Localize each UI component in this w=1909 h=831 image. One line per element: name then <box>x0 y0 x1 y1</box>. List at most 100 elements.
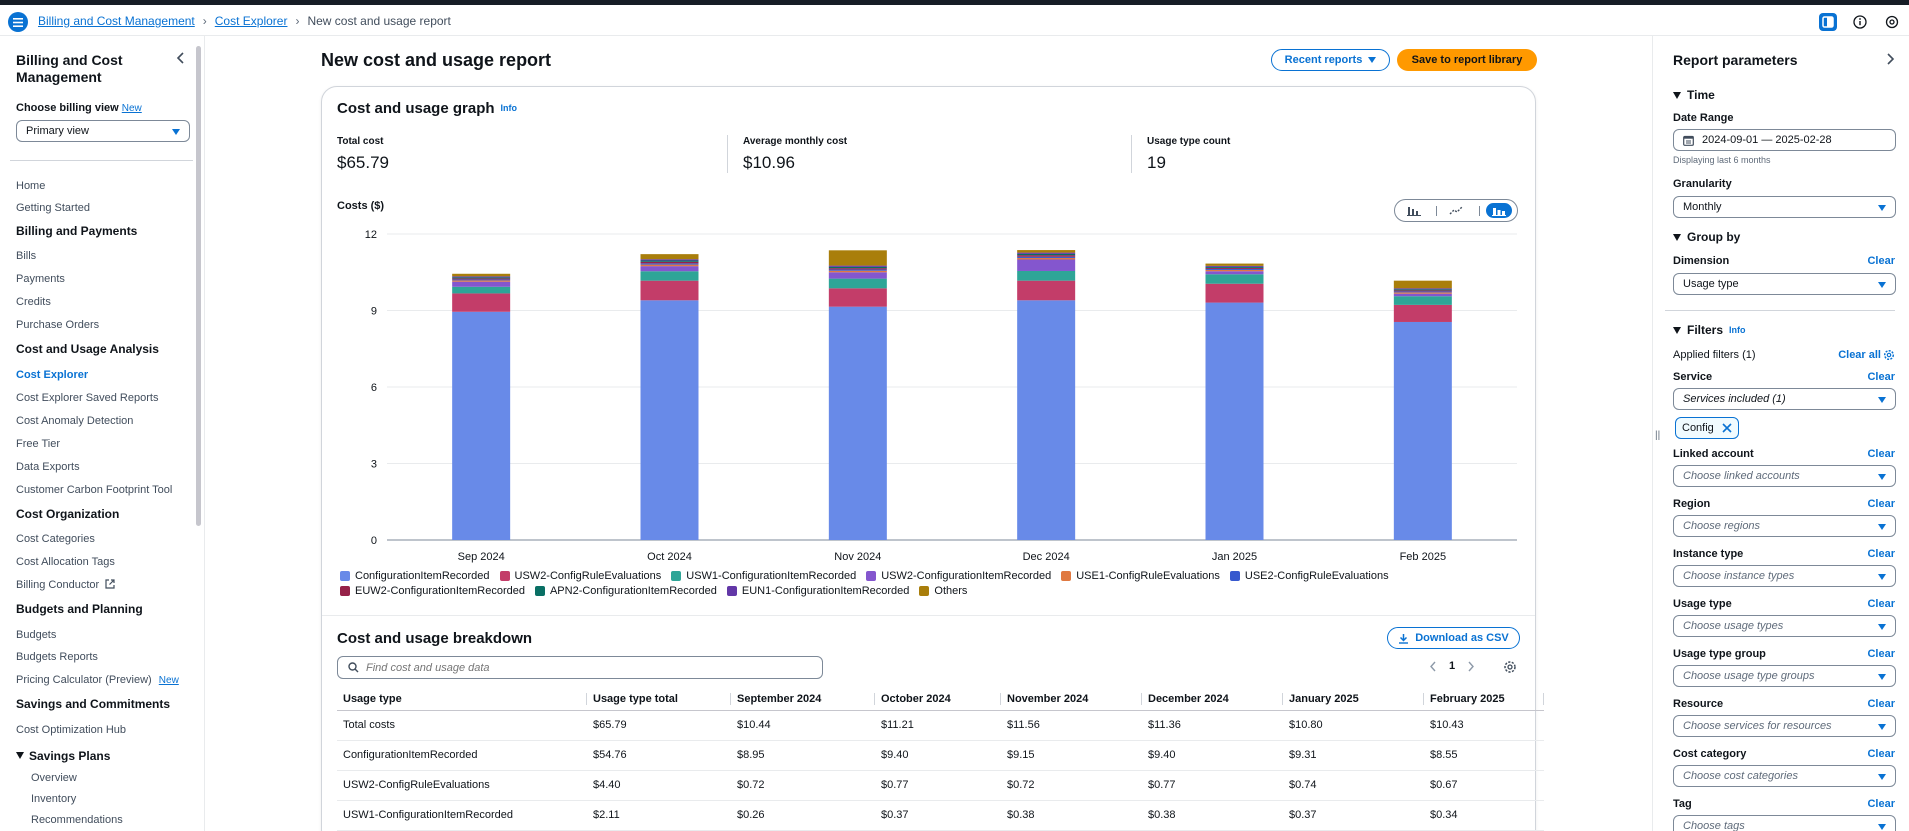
bar-segment[interactable] <box>1205 267 1264 269</box>
bar-segment[interactable] <box>1205 302 1264 540</box>
column-header[interactable]: November 2024 <box>1001 688 1142 711</box>
column-resizer[interactable] <box>1423 693 1424 705</box>
filter-settings-icon[interactable] <box>1883 349 1895 361</box>
bar-segment[interactable] <box>828 250 887 266</box>
bar-segment[interactable] <box>1393 290 1452 292</box>
menu-icon[interactable] <box>8 12 28 32</box>
bar-segment[interactable] <box>1393 293 1452 297</box>
column-header[interactable]: October 2024 <box>875 688 1001 711</box>
filter-clear-link[interactable]: Clear <box>1867 548 1895 560</box>
column-resizer[interactable] <box>1141 693 1142 705</box>
nav-cost-explorer[interactable]: Cost Explorer <box>16 369 89 381</box>
bar-segment[interactable] <box>1017 253 1076 256</box>
bar-segment[interactable] <box>828 268 887 270</box>
nav-cost-categories[interactable]: Cost Categories <box>16 533 95 545</box>
legend-item[interactable]: ConfigurationItemRecorded <box>340 570 490 582</box>
nav-budgets[interactable]: Budgets <box>16 629 57 641</box>
column-resizer[interactable] <box>874 693 875 705</box>
bar-segment[interactable] <box>828 266 887 269</box>
column-resizer[interactable] <box>586 693 587 705</box>
bar-segment[interactable] <box>640 259 699 261</box>
filter-select[interactable]: Choose usage type groups <box>1673 665 1896 687</box>
bar-segment[interactable] <box>1017 300 1076 540</box>
bar-segment[interactable] <box>1205 265 1264 267</box>
bar-segment[interactable] <box>828 288 887 307</box>
nav-sp-inventory[interactable]: Inventory <box>31 793 77 805</box>
nav-billing-conductor[interactable]: Billing Conductor <box>16 579 115 591</box>
bar-segment[interactable] <box>640 263 699 265</box>
collapse-nav-icon[interactable] <box>176 52 186 67</box>
nav-payments[interactable]: Payments <box>16 273 65 285</box>
column-resizer[interactable] <box>730 693 731 705</box>
download-csv-button[interactable]: Download as CSV <box>1387 627 1520 649</box>
nav-credits[interactable]: Credits <box>16 296 51 308</box>
bar-segment[interactable] <box>828 272 887 279</box>
next-page-icon[interactable] <box>1467 661 1475 672</box>
billing-view-select[interactable]: Primary view <box>16 120 190 142</box>
bar-segment[interactable] <box>1017 259 1076 271</box>
bar-segment[interactable] <box>1393 304 1452 322</box>
bar-segment[interactable] <box>828 265 887 267</box>
close-panel-icon[interactable] <box>1885 53 1895 65</box>
stacked-bar-chart-icon[interactable] <box>1486 203 1512 218</box>
bar-segment[interactable] <box>1205 268 1264 270</box>
bar-segment[interactable] <box>828 278 887 289</box>
bar-segment[interactable] <box>452 280 511 282</box>
filter-select[interactable]: Choose services for resources <box>1673 715 1896 737</box>
nav-getting-started[interactable]: Getting Started <box>16 202 90 214</box>
bar-segment[interactable] <box>1205 263 1264 266</box>
legend-item[interactable]: USW2-ConfigurationItemRecorded <box>866 570 1051 582</box>
column-header[interactable]: February 2025 <box>1424 688 1544 711</box>
bar-segment[interactable] <box>1393 280 1452 289</box>
bar-segment[interactable] <box>640 271 699 281</box>
filter-select[interactable]: Choose regions <box>1673 515 1896 537</box>
line-chart-icon[interactable] <box>1443 203 1469 218</box>
bar-segment[interactable] <box>1393 321 1452 540</box>
service-clear-link[interactable]: Clear <box>1867 371 1895 383</box>
bar-segment[interactable] <box>1017 252 1076 254</box>
settings-icon[interactable] <box>1883 13 1901 31</box>
bar-segment[interactable] <box>828 270 887 273</box>
date-range-input[interactable]: 2024-09-01 — 2025-02-28 <box>1673 129 1896 151</box>
legend-item[interactable]: USW2-ConfigRuleEvaluations <box>499 570 661 582</box>
nav-free-tier[interactable]: Free Tier <box>16 438 61 450</box>
save-report-button[interactable]: Save to report library <box>1397 49 1537 71</box>
remove-token-icon[interactable] <box>1722 423 1732 433</box>
bar-segment[interactable] <box>452 278 511 280</box>
bar-segment[interactable] <box>1205 283 1264 303</box>
bar-segment[interactable] <box>640 254 699 260</box>
nav-pricing-calculator[interactable]: Pricing Calculator (Preview) New <box>16 674 179 686</box>
bar-segment[interactable] <box>452 273 511 277</box>
bar-segment[interactable] <box>640 264 699 267</box>
service-select[interactable]: Services included (1) <box>1673 388 1896 410</box>
panel-toggle-icon[interactable] <box>1819 13 1837 31</box>
table-settings-icon[interactable] <box>1503 660 1517 674</box>
bar-segment[interactable] <box>1205 269 1264 272</box>
bar-segment[interactable] <box>1205 266 1264 268</box>
granularity-select[interactable]: Monthly <box>1673 196 1896 218</box>
filter-clear-link[interactable]: Clear <box>1867 448 1895 460</box>
bar-segment[interactable] <box>640 280 699 301</box>
bar-segment[interactable] <box>1017 280 1076 301</box>
time-section-toggle[interactable]: Time <box>1673 88 1715 102</box>
legend-item[interactable]: USE2-ConfigRuleEvaluations <box>1229 570 1389 582</box>
legend-item[interactable]: EUW2-ConfigurationItemRecorded <box>340 585 525 597</box>
bar-segment[interactable] <box>828 269 887 271</box>
bar-segment[interactable] <box>828 306 887 540</box>
bar-segment[interactable] <box>1017 250 1076 253</box>
filters-info-link[interactable]: Info <box>1729 325 1746 335</box>
bar-chart-icon[interactable] <box>1401 203 1427 218</box>
nav-scrollbar[interactable] <box>196 46 201 526</box>
column-resizer[interactable] <box>1000 693 1001 705</box>
bar-segment[interactable] <box>640 260 699 262</box>
filter-select[interactable]: Choose tags <box>1673 815 1896 831</box>
bar-segment[interactable] <box>1205 271 1264 275</box>
column-header[interactable]: Usage type <box>337 688 587 711</box>
filters-section-toggle[interactable]: Filters Info <box>1673 323 1746 337</box>
nav-title[interactable]: Billing and Cost Management <box>16 52 123 85</box>
info-link[interactable]: Info <box>500 103 518 113</box>
bar-segment[interactable] <box>452 286 511 294</box>
bar-segment[interactable] <box>1393 292 1452 294</box>
recent-reports-button[interactable]: Recent reports <box>1271 49 1390 71</box>
nav-anomaly-detection[interactable]: Cost Anomaly Detection <box>16 415 134 427</box>
